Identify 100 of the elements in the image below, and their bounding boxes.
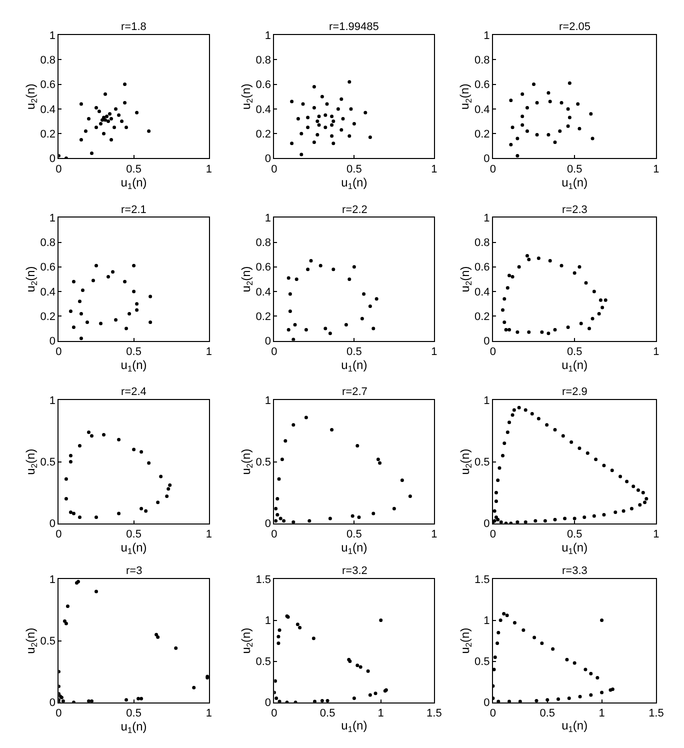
x-tick-label: 0.5 bbox=[566, 528, 582, 541]
y-tick-label: 0.2 bbox=[474, 128, 490, 140]
x-tick-label: 0.5 bbox=[566, 346, 582, 358]
x-tick-label: 0.5 bbox=[126, 528, 142, 541]
y-tick-label: 0.6 bbox=[256, 79, 271, 92]
y-tick-label: 1 bbox=[484, 395, 490, 408]
x-tick-label: 0.5 bbox=[126, 346, 142, 358]
chart-title: r=2.9 bbox=[562, 386, 588, 398]
y-tick-label: 0 bbox=[484, 518, 490, 530]
y-tick-label: 1 bbox=[49, 30, 56, 42]
y-tick-label: 0.6 bbox=[256, 262, 271, 274]
y-tick-label: 0 bbox=[264, 697, 271, 710]
y-tick-label: 0.2 bbox=[40, 128, 56, 140]
y-tick-label: 0.8 bbox=[256, 237, 271, 250]
x-tick-label: 1 bbox=[206, 708, 212, 720]
y-tick-label: 0 bbox=[484, 336, 490, 348]
y-tick-label: 0.5 bbox=[40, 456, 56, 469]
x-tick-label: 1 bbox=[431, 528, 438, 541]
y-tick-label: 0.5 bbox=[40, 636, 56, 648]
y-tick-label: 0.8 bbox=[474, 54, 490, 67]
x-axis-title: u$_{1}$(n) bbox=[562, 358, 588, 374]
y-tick-label: 1 bbox=[264, 615, 271, 628]
y-tick-label: 0.4 bbox=[256, 286, 271, 298]
x-tick-label: 1.5 bbox=[648, 708, 664, 720]
chart-title: r=3.3 bbox=[562, 565, 588, 577]
y-tick-label: 0 bbox=[264, 518, 271, 530]
x-axis-title: u$_{1}$(n) bbox=[120, 175, 147, 191]
y-tick-label: 0.2 bbox=[256, 128, 271, 140]
y-tick-label: 1 bbox=[49, 395, 56, 408]
y-tick-label: 0.2 bbox=[474, 311, 490, 323]
chart-title: r=2.2 bbox=[342, 204, 368, 216]
y-tick-label: 0 bbox=[49, 336, 56, 348]
y-tick-label: 0.4 bbox=[40, 286, 56, 298]
y-tick-label: 0.6 bbox=[40, 79, 56, 92]
y-tick-label: 1 bbox=[49, 574, 56, 586]
y-tick-label: 0.2 bbox=[40, 311, 56, 323]
y-tick-label: 0.5 bbox=[474, 656, 490, 668]
x-tick-label: 1 bbox=[653, 528, 660, 541]
y-tick-label: 0.8 bbox=[40, 237, 56, 250]
x-tick-label: 0.5 bbox=[126, 708, 142, 720]
y-tick-label: 0.4 bbox=[40, 104, 56, 116]
x-axis-title: u$_{1}$(n) bbox=[120, 540, 147, 556]
chart-title: r=2.1 bbox=[121, 204, 146, 216]
chart-title: r=3.2 bbox=[342, 565, 368, 577]
x-tick-label: 1 bbox=[653, 163, 660, 176]
x-tick-label: 1 bbox=[431, 163, 438, 176]
x-axis-title: u$_{1}$(n) bbox=[341, 540, 368, 556]
y-tick-label: 1 bbox=[264, 212, 271, 224]
x-tick-label: 0.5 bbox=[346, 346, 362, 358]
y-tick-label: 0 bbox=[484, 697, 490, 710]
y-tick-label: 0.5 bbox=[256, 456, 271, 469]
x-tick-label: 0.5 bbox=[566, 163, 582, 176]
y-tick-label: 0 bbox=[264, 153, 271, 166]
y-tick-label: 1.5 bbox=[256, 574, 271, 586]
chart-title: r=3 bbox=[126, 565, 142, 577]
y-tick-label: 0 bbox=[264, 336, 271, 348]
y-tick-label: 0.6 bbox=[474, 262, 490, 274]
x-tick-label: 0.5 bbox=[346, 163, 362, 176]
y-tick-label: 0.4 bbox=[256, 104, 271, 116]
y-tick-label: 1 bbox=[264, 30, 271, 42]
x-tick-label: 1 bbox=[378, 708, 384, 720]
y-tick-label: 1 bbox=[264, 395, 271, 408]
y-tick-label: 0.6 bbox=[40, 262, 56, 274]
y-tick-label: 0.4 bbox=[474, 104, 490, 116]
x-tick-label: 1 bbox=[206, 346, 212, 358]
y-tick-label: 0 bbox=[49, 153, 56, 166]
x-tick-label: 1 bbox=[653, 346, 660, 358]
y-tick-label: 1 bbox=[484, 212, 490, 224]
y-tick-label: 1.5 bbox=[474, 574, 490, 586]
y-tick-label: 1 bbox=[484, 615, 490, 628]
x-tick-label: 1 bbox=[431, 346, 438, 358]
y-tick-label: 1 bbox=[49, 212, 56, 224]
y-tick-label: 0.2 bbox=[256, 311, 271, 323]
x-axis-title: u$_{1}$(n) bbox=[562, 718, 588, 734]
chart-title: r=2.7 bbox=[342, 386, 368, 398]
y-tick-label: 0 bbox=[49, 518, 56, 530]
x-axis-title: u$_{1}$(n) bbox=[120, 720, 147, 736]
chart-title: r=1.99485 bbox=[329, 21, 379, 33]
y-tick-label: 0.6 bbox=[474, 79, 490, 92]
y-tick-label: 0.8 bbox=[256, 54, 271, 67]
x-axis-title: u$_{1}$(n) bbox=[120, 358, 147, 374]
x-axis-title: u$_{1}$(n) bbox=[341, 358, 368, 374]
y-tick-label: 0.8 bbox=[474, 237, 490, 250]
x-tick-label: 1 bbox=[598, 708, 605, 720]
chart-title: r=2.3 bbox=[562, 204, 588, 216]
x-tick-label: 0.5 bbox=[346, 528, 362, 541]
x-axis-title: u$_{1}$(n) bbox=[341, 718, 368, 734]
y-tick-label: 0 bbox=[484, 153, 490, 166]
chart-title: r=2.4 bbox=[121, 386, 146, 398]
y-tick-label: 0.5 bbox=[256, 656, 271, 668]
y-tick-label: 0.4 bbox=[474, 286, 490, 298]
x-axis-title: u$_{1}$(n) bbox=[562, 175, 588, 191]
x-tick-label: 0.5 bbox=[320, 708, 336, 720]
x-axis-title: u$_{1}$(n) bbox=[341, 175, 368, 191]
y-tick-label: 0.8 bbox=[40, 54, 56, 67]
y-tick-label: 0.5 bbox=[474, 456, 490, 469]
x-tick-label: 0.5 bbox=[126, 163, 142, 176]
x-tick-label: 1.5 bbox=[426, 708, 442, 720]
x-tick-label: 1 bbox=[206, 163, 212, 176]
x-tick-label: 1 bbox=[206, 528, 212, 541]
